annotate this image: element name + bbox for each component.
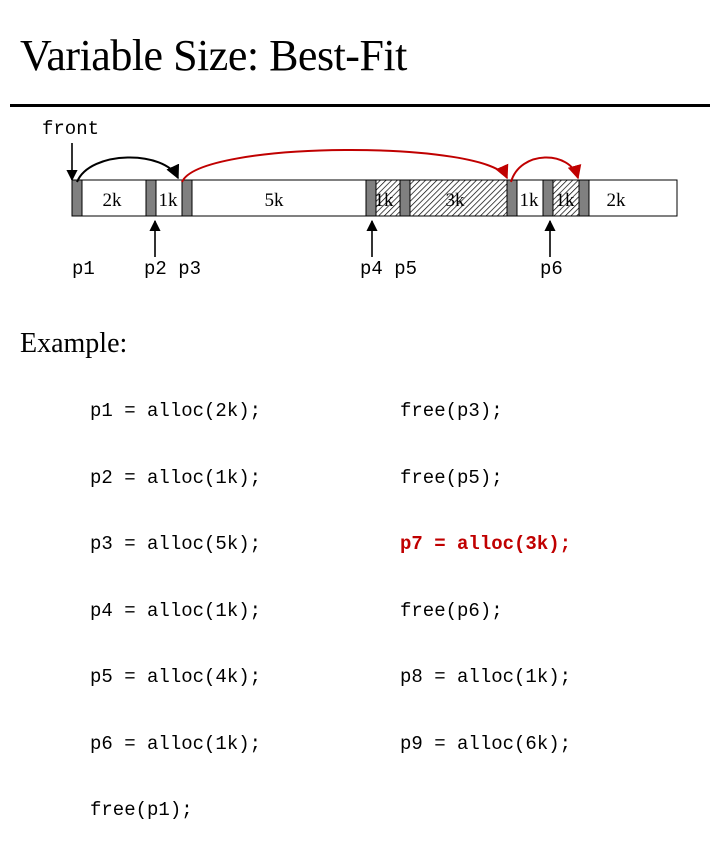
memory-blocks: 2k 1k 5k 1k 3k 1k 1k 2k xyxy=(71,179,678,217)
code-line: p2 = alloc(1k); xyxy=(90,466,262,489)
block-size-label: 3k xyxy=(446,190,466,211)
pointer-label-p1: p1 xyxy=(72,258,95,280)
code-line: p9 = alloc(6k); xyxy=(400,732,572,755)
block-header xyxy=(399,179,411,217)
free-list-link-2 xyxy=(181,149,509,183)
block-header xyxy=(542,179,554,217)
example-label: Example: xyxy=(20,328,128,359)
code-line: p1 = alloc(2k); xyxy=(90,400,262,422)
free-list-link-1 xyxy=(76,156,180,183)
code-line: p3 = alloc(5k); xyxy=(90,533,262,555)
code-line: free(p3); xyxy=(400,400,503,422)
title-underline xyxy=(10,104,710,107)
block-body-allocated xyxy=(375,179,401,217)
block-header xyxy=(71,179,83,217)
block-header xyxy=(145,179,157,217)
block-size-label: 5k xyxy=(265,190,285,211)
pointer-label-p4-p5: p4 p5 xyxy=(360,258,418,280)
memory-block-6: 1k xyxy=(506,179,544,217)
block-size-label: 2k xyxy=(607,190,627,211)
code-left: p1 = alloc(2k); p2 = alloc(1k); p3 = all… xyxy=(90,356,261,844)
block-body-free xyxy=(191,179,367,217)
front-label: front xyxy=(42,118,100,140)
memory-diagram: 2k 1k 5k 1k 3k 1k 1k 2k xyxy=(66,143,678,257)
block-size-label: 1k xyxy=(520,190,540,211)
code-line: p4 = alloc(1k); xyxy=(90,599,262,622)
block-header xyxy=(578,179,590,217)
code-line-highlighted: p7 = alloc(3k); xyxy=(400,533,572,555)
code-line: free(p5); xyxy=(400,466,503,489)
memory-block-7: 1k xyxy=(542,179,580,217)
block-size-label: 2k xyxy=(103,190,123,211)
block-header xyxy=(181,179,193,217)
memory-block-2: 1k xyxy=(145,179,183,217)
memory-block-5: 3k xyxy=(399,179,508,217)
code-line: p6 = alloc(1k); xyxy=(90,732,262,755)
code-line: free(p6); xyxy=(400,599,503,622)
memory-block-3: 5k xyxy=(181,179,367,217)
block-body-free xyxy=(155,179,183,217)
page-title: Variable Size: Best-Fit xyxy=(20,31,407,80)
code-line: p8 = alloc(1k); xyxy=(400,666,572,688)
memory-block-8: 2k xyxy=(578,179,678,217)
memory-block-1: 2k xyxy=(71,179,147,217)
block-body-free xyxy=(588,179,678,217)
block-body-free xyxy=(516,179,544,217)
block-header xyxy=(506,179,518,217)
pointer-label-p6: p6 xyxy=(540,258,563,280)
block-size-label: 1k xyxy=(556,190,576,211)
code-line: p5 = alloc(4k); xyxy=(90,666,262,688)
free-list-link-3 xyxy=(510,156,582,183)
code-right: free(p3); free(p5); p7 = alloc(3k); free… xyxy=(400,356,571,777)
pointer-label-p2-p3: p2 p3 xyxy=(144,258,202,280)
block-size-label: 1k xyxy=(375,190,395,211)
memory-block-4: 1k xyxy=(365,179,401,217)
code-line: free(p1); xyxy=(90,799,193,821)
block-size-label: 1k xyxy=(159,190,179,211)
